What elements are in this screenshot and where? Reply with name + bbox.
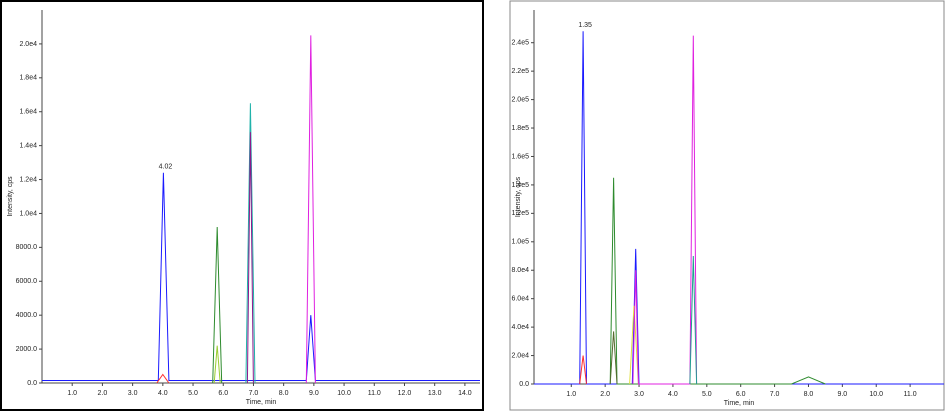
trace — [689, 255, 698, 385]
y-tick-label: 1.6e4 — [19, 109, 37, 116]
x-tick-label: 1.0 — [566, 391, 576, 398]
trace — [579, 355, 587, 385]
x-tick-label: 9.0 — [309, 390, 319, 397]
trace — [629, 305, 639, 385]
x-tick-label: 9.0 — [837, 391, 847, 398]
x-tick-label: 7.0 — [249, 390, 259, 397]
y-tick-label: 8000.0 — [16, 244, 38, 251]
right-frame — [509, 0, 945, 411]
x-tick-label: 10.0 — [337, 390, 351, 397]
peak-label: 4.02 — [159, 164, 173, 171]
y-tick-label: 2.0e5 — [511, 96, 529, 103]
y-tick-label: 2.2e5 — [511, 68, 529, 75]
y-tick-label: 1.0e5 — [511, 239, 529, 246]
y-tick-label: 4000.0 — [16, 312, 38, 319]
y-tick-label: 8.0e4 — [511, 267, 529, 274]
x-tick-label: 6.0 — [218, 390, 228, 397]
x-tick-label: 5.0 — [702, 391, 712, 398]
y-tick-label: 6000.0 — [16, 278, 38, 285]
x-tick-label: 1.0 — [67, 390, 77, 397]
y-tick-label: 0.0 — [519, 381, 529, 388]
x-axis-label: Time, min — [724, 400, 755, 407]
peak-label: 1.35 — [578, 22, 592, 29]
x-tick-label: 12.0 — [398, 390, 412, 397]
x-tick-label: 7.0 — [770, 391, 780, 398]
y-tick-label: 0.0 — [27, 380, 37, 387]
trace — [42, 172, 480, 381]
x-tick-label: 8.0 — [279, 390, 289, 397]
y-axis-label: Intensity, cps — [7, 176, 14, 217]
left-frame — [0, 0, 484, 411]
x-tick-label: 8.0 — [804, 391, 814, 398]
trace — [632, 35, 698, 385]
trace — [305, 35, 316, 384]
y-tick-label: 1.2e4 — [19, 176, 37, 183]
x-tick-label: 10.0 — [869, 391, 883, 398]
trace — [609, 331, 618, 385]
x-tick-label: 5.0 — [188, 390, 198, 397]
y-tick-label: 1.8e5 — [511, 125, 529, 132]
x-tick-label: 3.0 — [128, 390, 138, 397]
x-tick-label: 11.0 — [368, 390, 381, 397]
y-tick-label: 1.4e5 — [511, 182, 529, 189]
y-axis-label: Intensity, cps — [515, 176, 522, 217]
trace — [245, 103, 256, 384]
y-tick-label: 1.0e4 — [19, 210, 37, 217]
trace — [213, 345, 221, 384]
trace — [246, 132, 254, 384]
y-tick-label: 2.0e4 — [511, 352, 529, 359]
x-tick-label: 4.0 — [668, 391, 678, 398]
y-tick-label: 4.0e4 — [511, 324, 529, 331]
y-tick-label: 6.0e4 — [511, 296, 529, 303]
x-tick-label: 13.0 — [428, 390, 442, 397]
x-tick-label: 6.0 — [736, 391, 746, 398]
trace — [534, 31, 944, 385]
y-tick-label: 1.4e4 — [19, 142, 37, 149]
x-tick-label: 4.0 — [158, 390, 168, 397]
trace — [609, 177, 826, 385]
y-tick-label: 1.8e4 — [19, 75, 37, 82]
y-tick-label: 1.2e5 — [511, 210, 529, 217]
x-tick-label: 14.0 — [458, 390, 472, 397]
trace — [156, 373, 170, 384]
x-tick-label: 11.0 — [904, 391, 917, 398]
x-axis-label: Time, min — [246, 399, 277, 406]
y-tick-label: 1.6e5 — [511, 153, 529, 160]
x-tick-label: 2.0 — [600, 391, 610, 398]
trace — [212, 226, 223, 384]
x-tick-label: 3.0 — [634, 391, 644, 398]
x-tick-label: 2.0 — [98, 390, 108, 397]
y-tick-label: 2.4e5 — [511, 40, 529, 47]
y-tick-label: 2.0e4 — [19, 41, 37, 48]
y-tick-label: 2000.0 — [16, 346, 38, 353]
